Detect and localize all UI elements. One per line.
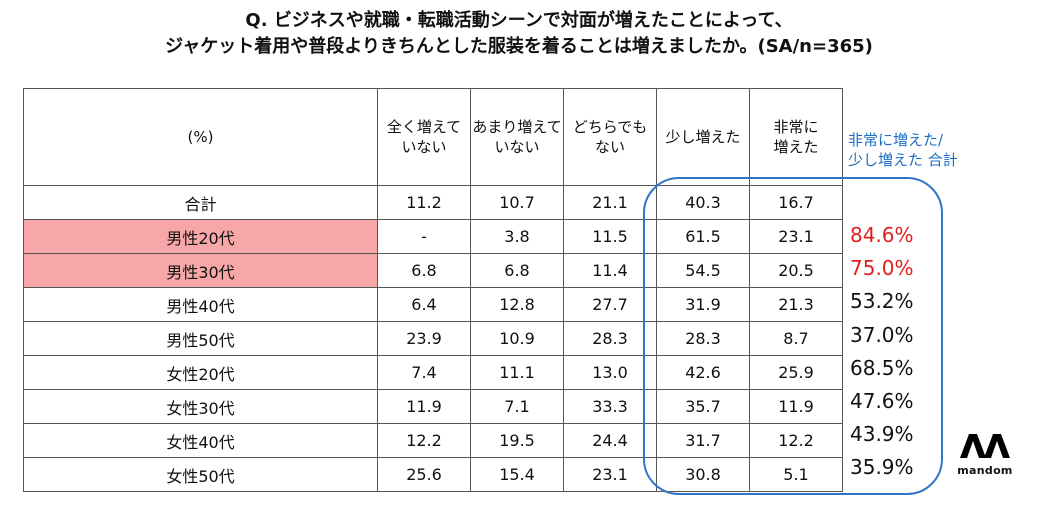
table-cell: 13.0 [563,355,657,390]
table-cell: 35.7 [656,389,750,424]
chart-title: Q. ビジネスや就職・転職活動シーンで対面が増えたことによって、 ジャケット着用… [20,8,1018,60]
table-cell: 42.6 [656,355,750,390]
table-cell: 28.3 [563,321,657,356]
col-header-line: あまり増えて [472,118,562,136]
table-cell: 11.1 [470,355,564,390]
table-cell: 11.2 [377,185,471,220]
table-cell: 61.5 [656,219,750,254]
table-cell: 23.1 [749,219,843,254]
table-cell: 25.9 [749,355,843,390]
table-cell: 16.7 [749,185,843,220]
unit-label: (%) [23,88,378,186]
row-label: 男性50代 [23,321,378,356]
col-header-line: 全く増えて [386,118,462,136]
combined-header-line-1: 非常に増えた/ [848,131,944,149]
table-cell: 30.8 [656,457,750,492]
table-cell: 24.4 [563,423,657,458]
row-label: 男性40代 [23,287,378,322]
col-header-line: 増えた [773,138,819,156]
table-cell: 21.1 [563,185,657,220]
table-cell: 21.3 [749,287,843,322]
table-row: 女性30代 11.9 7.1 33.3 35.7 11.9 [23,389,843,424]
table-cell: 33.3 [563,389,657,424]
table-cell: 11.9 [377,389,471,424]
table-cell: 7.4 [377,355,471,390]
table-cell: 8.7 [749,321,843,356]
table-row: 男性30代 6.8 6.8 11.4 54.5 20.5 [23,253,843,288]
combined-value: 84.6% [850,223,914,247]
col-header-neither: どちらでも ない [563,88,657,186]
combined-value: 47.6% [850,389,914,413]
table-row: 男性40代 6.4 12.8 27.7 31.9 21.3 [23,287,843,322]
table-cell: 31.9 [656,287,750,322]
table-cell: 5.1 [749,457,843,492]
combined-value: 68.5% [850,355,914,380]
combined-header: 非常に増えた/ 少し増えた 合計 [848,130,958,170]
logo-wordmark: mandom [957,464,1013,477]
col-header-line: 非常に [773,118,819,136]
col-header-line: 少し増えた [665,128,741,146]
table-row: 女性40代 12.2 19.5 24.4 31.7 12.2 [23,423,843,458]
table-cell: 6.4 [377,287,471,322]
combined-value: 75.0% [850,256,914,281]
table-header-row: (%) 全く増えて いない あまり増えて いない どちらでも ない 少し増えた 非常に… [23,88,843,186]
table-cell: 12.8 [470,287,564,322]
col-header-not-much: あまり増えて いない [470,88,564,186]
table-cell: - [377,219,471,254]
row-label: 男性30代 [23,253,378,288]
combined-value: 53.2% [850,289,914,314]
table-cell: 15.4 [470,457,564,492]
col-header-not-at-all: 全く増えて いない [377,88,471,186]
col-header-greatly: 非常に 増えた [749,88,843,186]
table-row: 女性20代 7.4 11.1 13.0 42.6 25.9 [23,355,843,390]
row-label: 女性40代 [23,423,378,458]
row-label: 女性50代 [23,457,378,492]
table-cell: 10.9 [470,321,564,356]
logo-mark-icon [960,434,1010,458]
table-cell: 12.2 [749,423,843,458]
table-cell: 23.9 [377,321,471,356]
survey-table: (%) 全く増えて いない あまり増えて いない どちらでも ない 少し増えた 非常に… [23,88,843,492]
row-label: 女性30代 [23,389,378,424]
table-row: 男性20代 -3.8 11.5 61.5 23.1 [23,219,843,254]
table-body: (%) 全く増えて いない あまり増えて いない どちらでも ない 少し増えた 非常に… [23,88,843,492]
col-header-slightly: 少し増えた [656,88,750,186]
table-cell: 10.7 [470,185,564,220]
table-cell: 23.1 [563,457,657,492]
table-row: 男性50代 23.9 10.9 28.3 28.3 8.7 [23,321,843,356]
table-cell: 11.5 [563,219,657,254]
combined-value: 43.9% [850,422,914,447]
title-line-1: Q. ビジネスや就職・転職活動シーンで対面が増えたことによって、 [245,10,793,31]
combined-value: 35.9% [850,455,914,480]
table-cell: 11.9 [749,389,843,424]
table-cell: 31.7 [656,423,750,458]
row-label: 男性20代 [23,219,378,254]
table-cell: 19.5 [470,423,564,458]
row-label: 女性20代 [23,355,378,390]
combined-header-line-2: 少し増えた 合計 [848,151,958,169]
col-header-line: どちらでも [572,118,648,136]
col-header-line: ない [594,138,625,156]
table-cell: 25.6 [377,457,471,492]
table-cell: 7.1 [470,389,564,424]
table-cell: 27.7 [563,287,657,322]
table-cell: 3.8 [470,219,564,254]
table-cell: 20.5 [749,253,843,288]
table-cell: 40.3 [656,185,750,220]
table-cell: 6.8 [470,253,564,288]
table-cell: 28.3 [656,321,750,356]
table-row: 女性50代 25.6 15.4 23.1 30.8 5.1 [23,457,843,492]
table-cell: 54.5 [656,253,750,288]
col-header-line: いない [494,138,540,156]
title-line-2: ジャケット着用や普段よりきちんとした服装を着ることは増えましたか。(SA/n=3… [165,36,873,57]
mandom-logo: mandom [955,432,1015,477]
table-cell: 11.4 [563,253,657,288]
table-cell: 6.8 [377,253,471,288]
table-cell: 12.2 [377,423,471,458]
table-row: 合計 11.2 10.7 21.1 40.3 16.7 [23,185,843,220]
col-header-line: いない [401,138,447,156]
combined-value: 37.0% [850,322,914,347]
row-label: 合計 [23,185,378,220]
